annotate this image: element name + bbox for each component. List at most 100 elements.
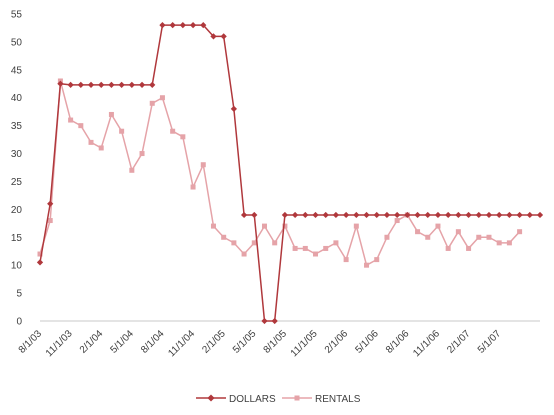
x-tick-label: 2/1/06 (323, 328, 351, 356)
data-point-dollars (394, 211, 401, 219)
y-tick-label: 45 (11, 65, 23, 76)
data-point-rentals (353, 223, 359, 229)
data-point-rentals (343, 257, 349, 263)
x-tick-label: 11/1/05 (289, 328, 320, 359)
x-tick-label: 2/1/07 (445, 328, 473, 356)
series-dollars-line (39, 24, 540, 322)
legend-rentals-marker (294, 395, 300, 401)
data-point-rentals (108, 111, 114, 117)
data-point-dollars (281, 211, 289, 219)
data-point-rentals (435, 223, 441, 229)
data-point-dollars (230, 105, 237, 113)
data-point-dollars (47, 200, 54, 207)
data-point-rentals (47, 218, 53, 224)
data-point-rentals (323, 245, 329, 251)
data-point-dollars (506, 211, 513, 219)
data-point-rentals (37, 251, 43, 257)
data-point-rentals (445, 245, 451, 251)
data-point-dollars (159, 22, 166, 29)
data-point-dollars (343, 211, 350, 219)
y-tick-label: 50 (11, 37, 23, 48)
data-point-rentals (200, 162, 206, 168)
x-tick-label: 11/1/04 (166, 328, 197, 359)
y-tick-label: 10 (11, 261, 23, 272)
data-point-rentals (313, 251, 319, 257)
legend-item-rentals: RENTALS (282, 394, 361, 405)
x-tick-label: 8/1/05 (262, 328, 290, 356)
data-point-dollars (465, 211, 472, 219)
data-point-rentals (190, 184, 196, 190)
data-point-dollars (536, 211, 544, 219)
data-point-rentals (282, 223, 288, 229)
series-rentals (37, 78, 523, 268)
data-point-dollars (445, 211, 452, 219)
x-tick-label: 11/1/06 (411, 328, 442, 359)
legend: DOLLARS RENTALS (196, 394, 361, 405)
data-point-rentals (68, 117, 74, 123)
data-point-dollars (36, 259, 44, 266)
data-point-dollars (312, 211, 319, 219)
x-tick-label: 8/1/03 (17, 328, 45, 356)
data-point-dollars (302, 211, 309, 219)
data-point-rentals (119, 128, 125, 134)
data-point-rentals (98, 145, 104, 151)
x-tick-label: 8/1/06 (384, 328, 412, 356)
data-point-dollars (169, 22, 176, 29)
data-point-rentals (374, 257, 380, 263)
x-tick-label: 2/1/04 (78, 328, 106, 356)
data-point-rentals (455, 229, 461, 235)
y-tick-label: 55 (11, 10, 23, 21)
x-tick-label: 2/1/05 (200, 328, 228, 356)
x-axis: 8/1/03 11/1/03 2/1/04 5/1/04 8/1/04 11/1/04 2/… (17, 320, 540, 359)
legend-item-dollars: DOLLARS (196, 394, 276, 405)
data-point-dollars (220, 33, 227, 40)
y-tick-label: 5 (16, 289, 22, 300)
data-point-dollars (118, 81, 125, 89)
data-point-dollars (434, 211, 442, 219)
data-point-dollars (475, 211, 482, 219)
data-point-rentals (476, 234, 482, 240)
data-point-rentals (149, 100, 155, 106)
data-point-dollars (128, 81, 135, 89)
data-point-dollars (87, 81, 95, 89)
data-point-rentals (170, 128, 176, 134)
data-point-dollars (67, 81, 74, 89)
data-point-dollars (189, 22, 197, 29)
data-point-rentals (159, 95, 165, 101)
data-point-rentals (333, 240, 339, 246)
data-point-rentals (394, 218, 400, 224)
data-point-rentals (466, 245, 472, 251)
y-tick-label: 35 (11, 121, 23, 132)
data-point-rentals (506, 240, 512, 246)
data-point-rentals (241, 251, 247, 257)
data-point-rentals (261, 223, 267, 229)
x-tick-label: 5/1/07 (476, 328, 504, 356)
data-point-dollars (240, 211, 248, 219)
legend-dollars-marker (207, 394, 215, 402)
y-tick-label: 15 (11, 233, 23, 244)
series-layer (36, 22, 544, 325)
series-rentals-line (39, 80, 521, 266)
x-tick-label: 11/1/03 (44, 328, 75, 359)
data-point-dollars (516, 211, 523, 219)
data-point-rentals (129, 167, 135, 173)
data-point-dollars (363, 211, 370, 219)
data-point-rentals (496, 240, 502, 246)
data-point-rentals (88, 139, 94, 145)
data-point-dollars (179, 22, 186, 29)
data-point-rentals (384, 234, 390, 240)
x-tick-label: 8/1/04 (139, 328, 167, 356)
legend-dollars-label: DOLLARS (229, 394, 276, 405)
data-point-rentals (180, 134, 186, 140)
data-point-dollars (414, 211, 421, 219)
data-point-rentals (302, 245, 308, 251)
y-tick-label: 25 (11, 177, 23, 188)
data-point-dollars (291, 211, 299, 219)
x-tick-label: 5/1/05 (231, 328, 259, 356)
data-point-dollars (383, 211, 391, 219)
data-point-rentals (415, 229, 421, 235)
legend-rentals-label: RENTALS (315, 394, 361, 405)
data-point-dollars (251, 211, 258, 219)
data-point-rentals (425, 234, 431, 240)
